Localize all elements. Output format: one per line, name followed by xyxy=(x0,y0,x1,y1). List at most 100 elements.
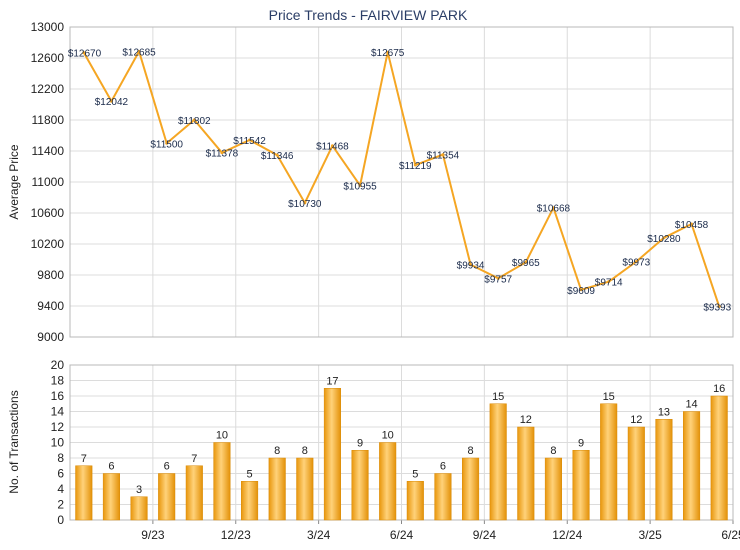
price-data-label: $12675 xyxy=(371,48,405,59)
x-tick-label: 6/24 xyxy=(390,528,414,542)
price-data-label: $9393 xyxy=(703,303,731,314)
price-point xyxy=(607,280,611,284)
price-y-tick-label: 11800 xyxy=(32,113,65,127)
bar-value-label: 7 xyxy=(191,453,197,465)
price-data-label: $11378 xyxy=(206,149,239,160)
x-tick-label: 6/25 xyxy=(721,528,740,542)
bar-value-label: 6 xyxy=(108,461,114,473)
price-data-label: $9934 xyxy=(457,261,485,272)
bar-y-tick-label: 14 xyxy=(51,405,65,419)
bar-y-tick-label: 16 xyxy=(51,389,65,403)
price-data-label: $9965 xyxy=(512,258,540,269)
price-point xyxy=(662,236,666,240)
price-data-label: $11219 xyxy=(399,161,432,172)
price-point xyxy=(386,50,390,54)
bar-value-label: 14 xyxy=(685,399,697,411)
price-point xyxy=(413,163,417,167)
transaction-bar xyxy=(130,496,148,521)
price-point xyxy=(137,49,141,53)
price-data-label: $9609 xyxy=(567,286,595,297)
price-data-label: $11354 xyxy=(427,151,460,162)
price-point xyxy=(524,260,528,264)
price-plot-frame xyxy=(69,26,734,338)
transaction-bar xyxy=(627,426,645,521)
price-y-tick-label: 12600 xyxy=(31,51,65,65)
transaction-bar xyxy=(241,481,259,521)
bar-value-label: 17 xyxy=(326,375,338,387)
bar-y-tick-label: 2 xyxy=(57,498,64,512)
price-point xyxy=(220,151,224,155)
chart-title: Price Trends - FAIRVIEW PARK xyxy=(269,7,468,23)
transaction-bar xyxy=(600,403,618,521)
price-y-tick-label: 11000 xyxy=(32,175,65,189)
x-tick-label: 12/23 xyxy=(221,528,251,542)
bar-y-tick-label: 10 xyxy=(51,436,65,450)
price-y-tick-label: 9000 xyxy=(37,330,64,344)
price-data-label: $11802 xyxy=(178,116,211,127)
price-data-label: $10955 xyxy=(343,181,377,192)
bar-y-tick-label: 8 xyxy=(57,451,64,465)
price-data-label: $10458 xyxy=(675,220,709,231)
transactions-y-axis-label: No. of Transactions xyxy=(7,390,21,493)
price-data-label: $9973 xyxy=(622,258,650,269)
bar-value-label: 12 xyxy=(630,414,642,426)
price-data-label: $10280 xyxy=(647,234,681,245)
price-data-label: $12042 xyxy=(95,97,129,108)
bar-value-label: 10 xyxy=(382,430,394,442)
price-data-label: $10668 xyxy=(537,204,571,215)
price-point xyxy=(303,201,307,205)
bar-value-label: 6 xyxy=(440,461,446,473)
price-point xyxy=(109,99,113,103)
transaction-bar xyxy=(268,457,286,521)
price-point xyxy=(330,144,334,148)
transaction-bar xyxy=(434,473,452,521)
transaction-bar xyxy=(296,457,314,521)
price-y-tick-label: 10600 xyxy=(31,206,65,220)
transaction-bar xyxy=(213,442,231,521)
price-point xyxy=(275,153,279,157)
bar-y-tick-label: 0 xyxy=(57,513,64,527)
price-y-tick-label: 9400 xyxy=(37,299,64,313)
x-tick-label: 12/24 xyxy=(552,528,582,542)
price-point xyxy=(165,141,169,145)
bar-value-label: 3 xyxy=(136,484,142,496)
price-point xyxy=(496,276,500,280)
transaction-bar xyxy=(323,388,341,521)
transaction-bar xyxy=(544,457,562,521)
bar-value-label: 15 xyxy=(603,391,615,403)
bar-value-label: 8 xyxy=(274,445,280,457)
bar-value-label: 8 xyxy=(468,445,474,457)
bar-value-label: 12 xyxy=(520,414,532,426)
bar-y-tick-label: 6 xyxy=(57,467,64,481)
price-point xyxy=(82,51,86,55)
price-data-label: $12670 xyxy=(68,49,102,60)
price-data-label: $12685 xyxy=(122,47,156,58)
price-point xyxy=(469,263,473,267)
price-point xyxy=(441,153,445,157)
transaction-bar xyxy=(158,473,176,521)
price-point xyxy=(717,305,721,309)
price-series-line xyxy=(82,50,721,307)
bar-value-label: 9 xyxy=(578,437,584,449)
transaction-bar xyxy=(102,473,120,521)
price-point xyxy=(192,118,196,122)
bar-y-tick-label: 20 xyxy=(51,358,65,372)
transaction-bar xyxy=(683,411,701,521)
bar-y-tick-label: 12 xyxy=(51,420,65,434)
transaction-bar xyxy=(462,457,480,521)
bar-plot-frame xyxy=(69,364,734,521)
price-point xyxy=(358,183,362,187)
x-tick-label: 3/24 xyxy=(307,528,331,542)
bar-value-label: 16 xyxy=(713,383,725,395)
bar-value-label: 13 xyxy=(658,406,670,418)
price-y-tick-label: 12200 xyxy=(31,82,65,96)
price-y-tick-label: 10200 xyxy=(31,237,65,251)
transaction-bar xyxy=(379,442,397,521)
transaction-bar xyxy=(710,395,728,521)
bar-value-label: 15 xyxy=(492,391,504,403)
price-point xyxy=(579,288,583,292)
transaction-bar xyxy=(655,419,673,521)
price-data-label: $11346 xyxy=(261,151,294,162)
x-tick-label: 3/25 xyxy=(638,528,662,542)
